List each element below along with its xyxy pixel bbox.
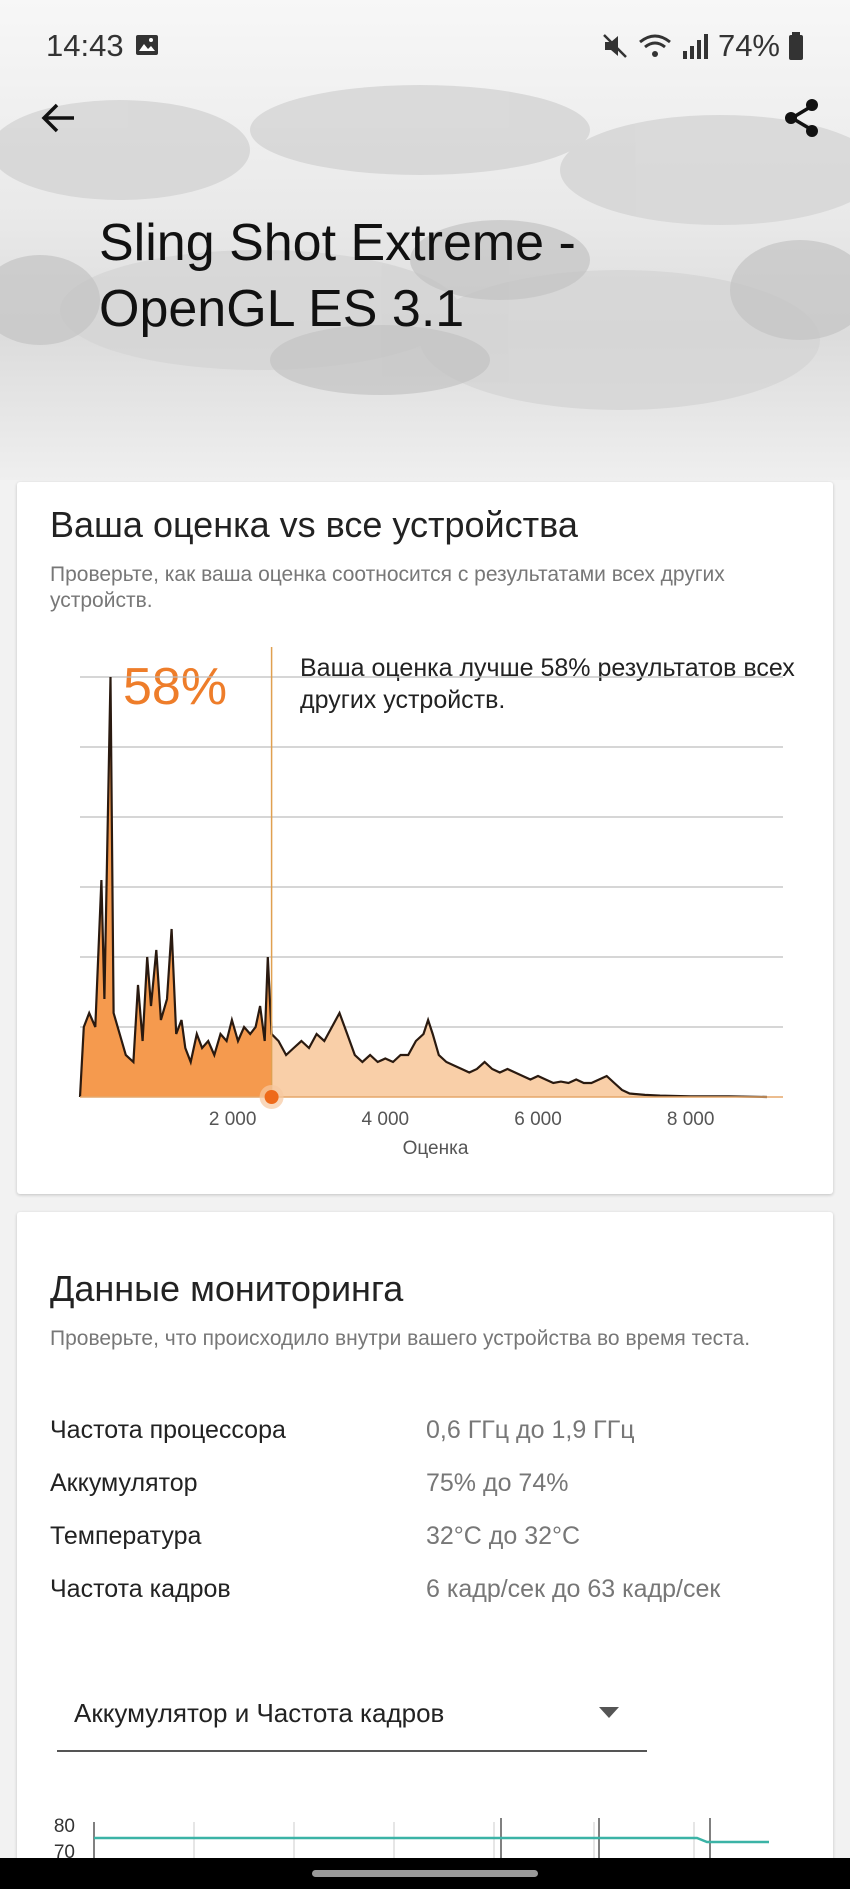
monitoring-subtitle: Проверьте, что происходило внутри вашего… xyxy=(50,1327,751,1350)
monitor-label: Частота кадров xyxy=(50,1575,231,1603)
y-tick-80: 80 xyxy=(54,1816,75,1837)
your-score-marker xyxy=(264,1090,279,1104)
monitor-value: 0,6 ГГц до 1,9 ГГц xyxy=(426,1416,635,1444)
x-tick-label: 2 000 xyxy=(209,1109,257,1130)
system-navigation-bar xyxy=(0,1858,850,1889)
monitor-label: Частота процессора xyxy=(50,1416,286,1444)
comparison-title: Ваша оценка vs все устройства xyxy=(50,504,578,545)
header-background-art xyxy=(0,85,850,410)
mute-icon xyxy=(603,34,627,58)
monitor-value: 6 кадр/сек до 63 кадр/сек xyxy=(426,1575,721,1603)
battery-icon xyxy=(789,32,803,60)
monitor-label: Аккумулятор xyxy=(50,1469,198,1497)
score-comparison-card: Ваша оценка vs все устройства Проверьте,… xyxy=(17,482,833,1194)
dropdown-selected-value: Аккумулятор и Частота кадров xyxy=(74,1698,445,1728)
chart-metric-dropdown[interactable]: Аккумулятор и Частота кадров xyxy=(57,1676,647,1752)
x-tick-label: 4 000 xyxy=(362,1109,410,1130)
status-bar: 14:43 74% xyxy=(0,0,850,92)
back-arrow-icon[interactable] xyxy=(36,96,80,140)
monitoring-chart: 80 70 xyxy=(54,1816,769,1882)
status-right: 74% xyxy=(600,28,804,64)
y-tick-70: 70 xyxy=(54,1842,75,1863)
gallery-notification-icon xyxy=(136,35,158,55)
percentile-value: 58% xyxy=(123,658,228,716)
wifi-icon xyxy=(639,34,671,57)
battery-percent: 74% xyxy=(717,28,780,63)
chart-gridlines xyxy=(80,676,783,1028)
monitor-value: 32°C до 32°C xyxy=(426,1522,581,1550)
x-tick-label: 8 000 xyxy=(667,1109,715,1130)
header-banner: 14:43 74% xyxy=(0,0,850,480)
monitoring-title: Данные мониторинга xyxy=(50,1268,404,1309)
x-axis-label: Оценка xyxy=(403,1138,469,1159)
distribution-outline xyxy=(78,676,768,1099)
title-line-1: Sling Shot Extreme - xyxy=(99,214,576,272)
distribution-area-below-score xyxy=(80,677,272,1097)
monitor-label: Температура xyxy=(50,1522,202,1550)
home-gesture-handle[interactable] xyxy=(312,1870,538,1877)
status-time: 14:43 xyxy=(46,28,124,63)
share-icon[interactable] xyxy=(780,96,824,140)
monitoring-card: Данные мониторинга Проверьте, что происх… xyxy=(17,1212,833,1889)
signal-icon xyxy=(682,34,708,59)
title-line-2: OpenGL ES 3.1 xyxy=(99,280,465,338)
dropdown-arrow-icon[interactable] xyxy=(599,1707,619,1718)
x-tick-label: 6 000 xyxy=(514,1109,562,1130)
score-distribution-chart: 2 000 4 000 6 000 8 000 Оценка xyxy=(78,647,783,1159)
monitor-value: 75% до 74% xyxy=(426,1469,569,1497)
page-title: Sling Shot Extreme - OpenGL ES 3.1 xyxy=(99,210,739,342)
comparison-subtitle: Проверьте, как ваша оценка соотносится с… xyxy=(50,563,725,612)
battery-series-line xyxy=(94,1836,769,1844)
